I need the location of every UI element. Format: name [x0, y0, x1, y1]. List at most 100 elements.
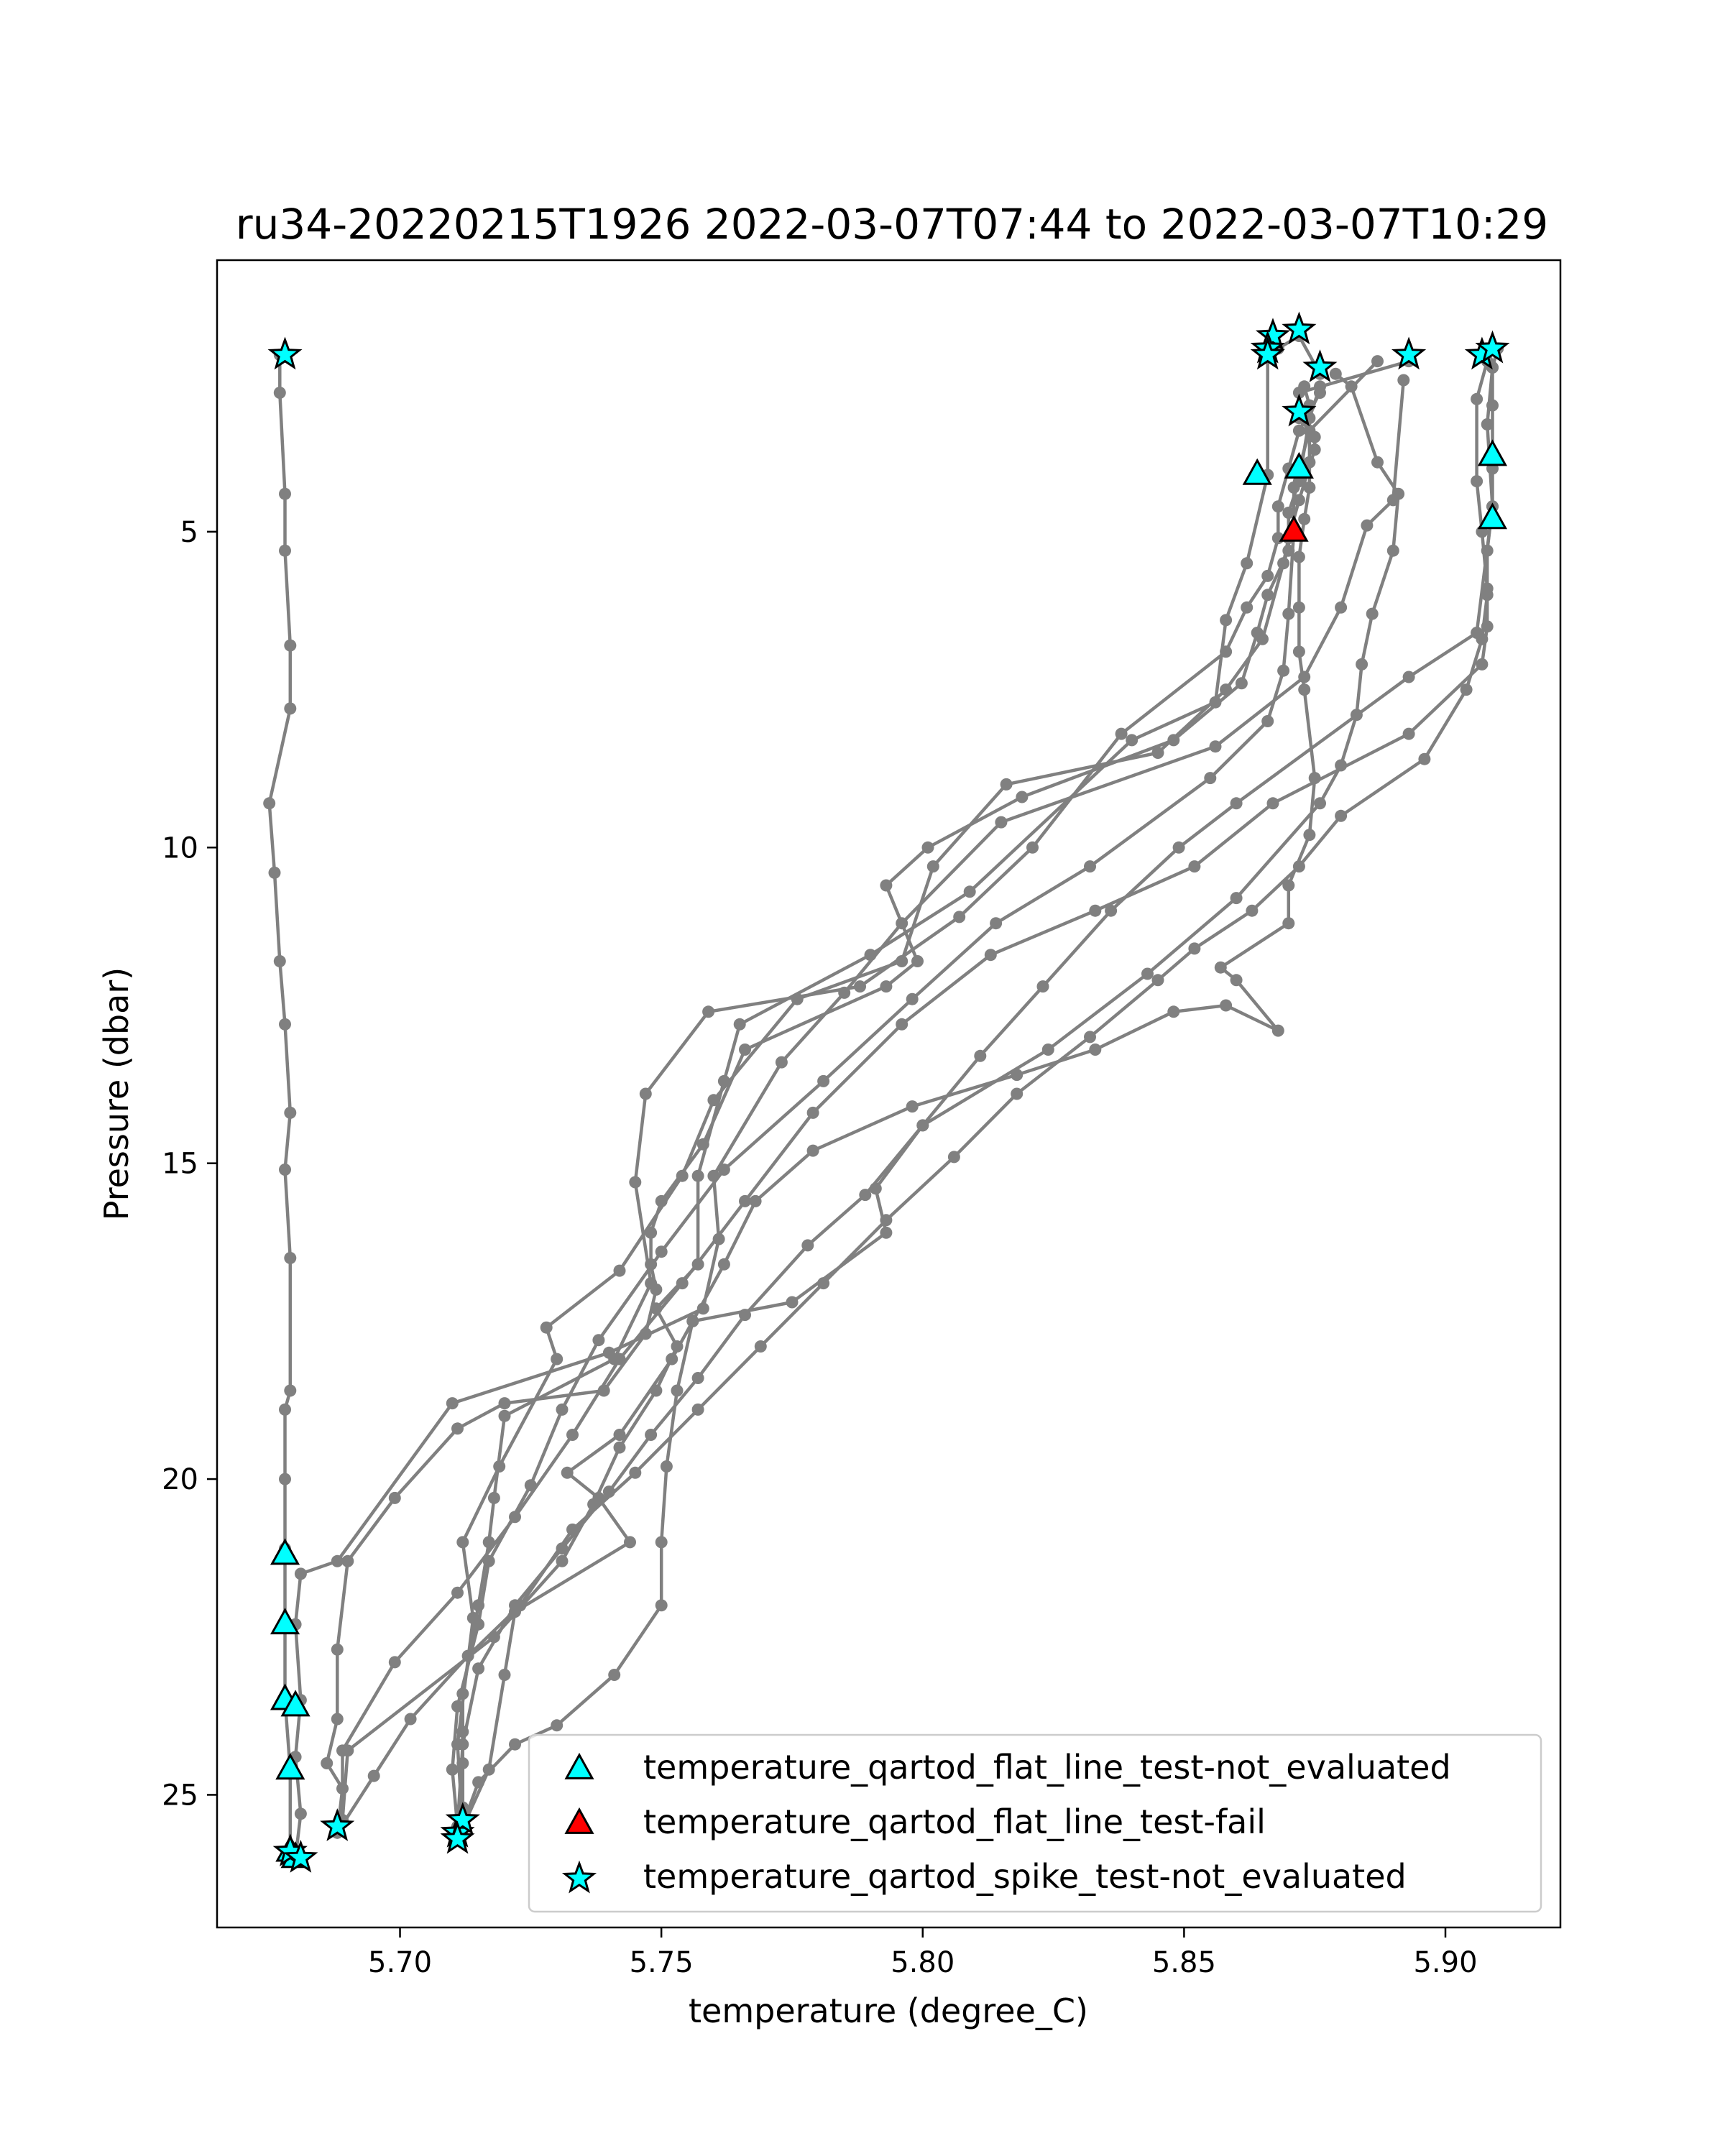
profile-point [1011, 1069, 1024, 1082]
profile-point [1402, 671, 1415, 683]
legend-marker-flat-line-not-evaluated [564, 1752, 594, 1779]
profile-point [1241, 557, 1254, 570]
x-axis-ticks: 5.70 5.75 5.80 5.85 5.90 [368, 1927, 1478, 1979]
profile-point [1271, 1024, 1284, 1037]
profile-point [1188, 860, 1201, 873]
profile-point [712, 1233, 725, 1245]
profile-point [1000, 778, 1013, 791]
profile-point [284, 1106, 297, 1119]
profile-point [284, 639, 297, 652]
qc-markers [267, 311, 1510, 1873]
profile-point [1235, 677, 1248, 690]
profile-point [279, 1164, 291, 1176]
legend-label-spike-not-evaluated: temperature_qartod_spike_test-not_evalua… [643, 1857, 1407, 1896]
profile-point [592, 1334, 605, 1347]
profile-point [1303, 481, 1316, 494]
profile-point [279, 487, 291, 500]
profile-point [1308, 443, 1321, 456]
y-tick-label: 15 [162, 1148, 198, 1181]
profile-point [739, 1044, 751, 1056]
profile-point [749, 1194, 762, 1207]
profile-point [279, 1403, 291, 1416]
profile-point [817, 1277, 830, 1290]
profile-point [1204, 772, 1217, 785]
profile-line-12 [456, 386, 1317, 1840]
x-tick-label: 5.80 [891, 1946, 954, 1979]
spike-not-evaluated-marker [1282, 393, 1317, 427]
profile-point [608, 1669, 621, 1681]
profile-point [1214, 961, 1227, 974]
legend-flat-line-fail-marker [564, 1807, 594, 1834]
profile-point [294, 1807, 307, 1820]
profile-point [613, 1264, 626, 1277]
profile-point [1471, 475, 1484, 488]
profile-point [1282, 879, 1295, 892]
profile-point [279, 544, 291, 557]
profile-point [279, 1473, 291, 1485]
profile-point [754, 1340, 767, 1353]
flat-line-not-evaluated-marker [1242, 458, 1272, 485]
profile-point [1209, 696, 1222, 709]
profile-point [273, 387, 286, 399]
profile-point [498, 1409, 511, 1422]
profile-point [1471, 627, 1484, 639]
profile-point [947, 1151, 960, 1164]
profile-point [1314, 380, 1326, 393]
x-axis-label: temperature (degree_C) [689, 1991, 1088, 2030]
profile-point [1418, 752, 1431, 765]
profile-point [1167, 1005, 1180, 1018]
profile-point [556, 1542, 569, 1555]
profile-point [1481, 418, 1494, 430]
profile-point [509, 1738, 521, 1751]
chart-title: ru34-20220215T1926 2022-03-07T07:44 to 2… [236, 200, 1548, 249]
profile-point [1261, 569, 1274, 582]
profile-line-1 [267, 354, 297, 1859]
profile-point [666, 1353, 678, 1365]
profile-point [273, 955, 286, 967]
profile-point [859, 1189, 872, 1202]
profile-point [963, 885, 976, 898]
profile-point [1298, 380, 1311, 393]
profile-point [786, 1296, 799, 1309]
profile-point [629, 1176, 642, 1189]
spike-not-evaluated-marker [1475, 330, 1510, 364]
profile-point [1361, 519, 1374, 532]
profile-point [1292, 645, 1305, 658]
profile-point [1141, 967, 1154, 980]
profile-point [1115, 727, 1128, 740]
profile-point [921, 841, 934, 854]
profile-point [1298, 683, 1311, 696]
y-tick-label: 20 [162, 1463, 198, 1496]
profile-point [1314, 797, 1326, 810]
profile-point [1271, 500, 1284, 513]
profile-point [1084, 860, 1096, 873]
profile-point [1266, 797, 1279, 810]
profile-point [1026, 841, 1039, 854]
profile-point [916, 1119, 929, 1132]
profile-point [482, 1554, 495, 1567]
legend-label-flat-line-fail: temperature_qartod_flat_line_test-fail [643, 1802, 1266, 1841]
profile-line-7 [451, 360, 1379, 1827]
profile-point [650, 1283, 663, 1296]
profile-point [1089, 1044, 1102, 1056]
profile-point [446, 1397, 459, 1410]
profile-point [629, 1466, 642, 1479]
profile-point [1230, 974, 1243, 987]
profile-point [472, 1618, 485, 1631]
profile-point [1084, 1031, 1096, 1044]
profile-point [671, 1384, 684, 1397]
profile-point [263, 797, 276, 810]
profile-point [294, 1567, 307, 1580]
profile-point [472, 1662, 485, 1675]
profile-point [660, 1460, 673, 1473]
profile-point [1356, 658, 1368, 671]
profile-point [336, 1744, 349, 1757]
profile-point [613, 1441, 626, 1454]
spike-not-evaluated-marker [267, 336, 303, 370]
profile-point [995, 816, 1008, 829]
profile-point [1392, 487, 1405, 500]
profile-point [1282, 917, 1295, 930]
profile-point [556, 1403, 569, 1416]
profile-point [1481, 589, 1494, 602]
y-tick-label: 5 [180, 516, 198, 549]
